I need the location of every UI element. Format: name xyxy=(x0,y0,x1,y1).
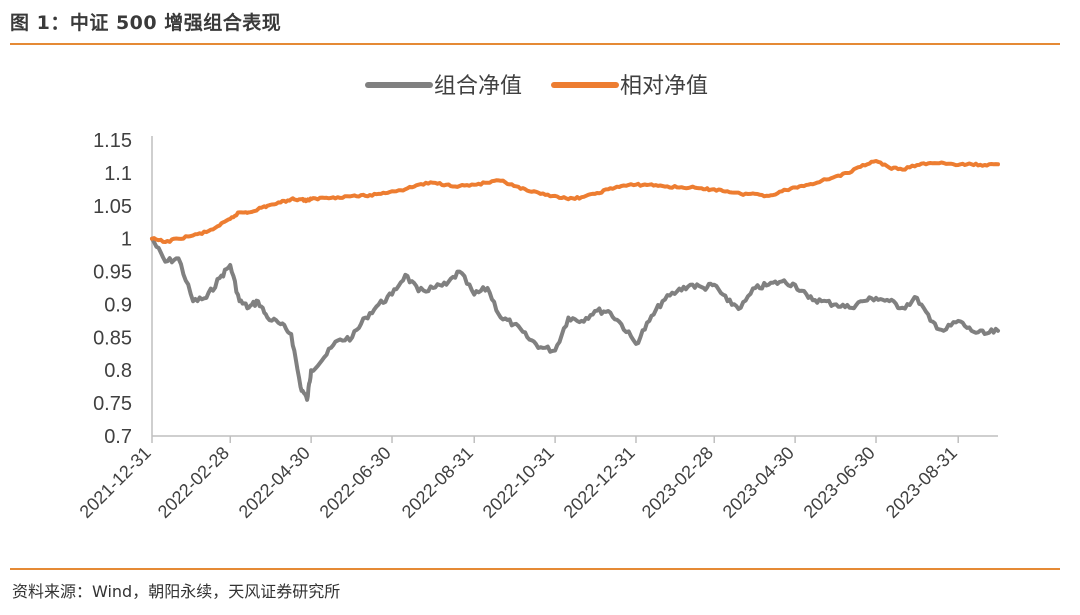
y-tick-label: 1.1 xyxy=(104,163,132,185)
y-tick-label: 1.05 xyxy=(93,196,132,218)
source-note: 资料来源：Wind，朝阳永续，天风证券研究所 xyxy=(12,582,341,601)
x-tick-label: 2023-08-31 xyxy=(882,443,961,522)
series-line-relative-nav xyxy=(150,159,1000,244)
y-tick-label: 0.8 xyxy=(104,360,132,382)
x-tick-label: 2023-02-28 xyxy=(638,443,717,522)
x-tick-label: 2023-04-30 xyxy=(719,443,798,522)
x-tick-label: 2022-04-30 xyxy=(235,443,314,522)
legend-label-relative-nav: 相对净值 xyxy=(620,74,708,99)
footer-rule xyxy=(10,568,1060,570)
x-tick-label: 2022-08-31 xyxy=(398,443,477,522)
title-rule xyxy=(10,43,1060,45)
x-tick-label: 2022-10-31 xyxy=(479,443,558,522)
y-tick-label: 0.95 xyxy=(93,262,132,284)
x-tick-label: 2022-12-31 xyxy=(560,443,639,522)
x-tick-label: 2022-02-28 xyxy=(154,443,233,522)
y-tick-label: 1 xyxy=(121,229,132,251)
y-tick-label: 0.7 xyxy=(104,426,132,448)
figure-title: 图 1：中证 500 增强组合表现 xyxy=(10,12,282,34)
y-tick-label: 0.75 xyxy=(93,393,132,415)
series-line-portfolio-nav xyxy=(150,236,1000,402)
y-tick-label: 0.85 xyxy=(93,327,132,349)
x-tick-label: 2023-06-30 xyxy=(800,443,879,522)
x-tick-label: 2021-12-31 xyxy=(76,443,155,522)
x-tick-label: 2022-06-30 xyxy=(316,443,395,522)
legend-label-portfolio-nav: 组合净值 xyxy=(434,74,522,99)
line-chart: 1.15 1.1 1.05 1 0.95 0.9 0.85 0.8 0.75 0.72021-12… xyxy=(76,74,1000,522)
y-tick-label: 1.15 xyxy=(93,130,132,152)
y-tick-label: 0.9 xyxy=(104,294,132,316)
